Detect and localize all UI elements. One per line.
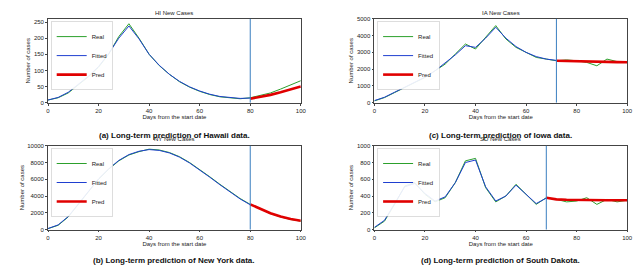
svg-text:SD New Cases: SD New Cases bbox=[480, 136, 521, 142]
svg-text:60: 60 bbox=[523, 235, 530, 241]
svg-text:2000: 2000 bbox=[31, 210, 45, 216]
svg-text:800: 800 bbox=[360, 160, 371, 166]
svg-text:60: 60 bbox=[196, 108, 203, 114]
svg-text:600: 600 bbox=[360, 176, 371, 182]
svg-text:4000: 4000 bbox=[31, 193, 45, 199]
svg-text:0: 0 bbox=[46, 235, 50, 241]
svg-text:250: 250 bbox=[34, 19, 45, 25]
svg-text:80: 80 bbox=[247, 108, 254, 114]
svg-text:80: 80 bbox=[573, 108, 580, 114]
svg-text:40: 40 bbox=[472, 235, 479, 241]
svg-text:Real: Real bbox=[418, 34, 430, 40]
svg-text:0: 0 bbox=[373, 108, 377, 114]
svg-text:1000: 1000 bbox=[357, 83, 371, 89]
svg-text:NY New Cases: NY New Cases bbox=[154, 136, 195, 142]
svg-text:400: 400 bbox=[360, 193, 371, 199]
svg-text:Real: Real bbox=[418, 161, 430, 167]
svg-text:4000: 4000 bbox=[357, 33, 371, 39]
svg-text:3000: 3000 bbox=[357, 49, 371, 55]
svg-text:Days from the start date: Days from the start date bbox=[469, 241, 534, 247]
svg-text:100: 100 bbox=[622, 108, 633, 114]
svg-text:Fitted: Fitted bbox=[92, 53, 107, 59]
svg-text:Days from the start date: Days from the start date bbox=[142, 114, 207, 120]
svg-text:8000: 8000 bbox=[31, 160, 45, 166]
svg-text:2000: 2000 bbox=[357, 66, 371, 72]
svg-text:40: 40 bbox=[146, 235, 153, 241]
svg-text:200: 200 bbox=[34, 35, 45, 41]
svg-text:20: 20 bbox=[95, 235, 102, 241]
svg-text:Pred: Pred bbox=[418, 72, 431, 78]
svg-text:5000: 5000 bbox=[357, 16, 371, 22]
svg-text:IA New Cases: IA New Cases bbox=[482, 10, 520, 16]
svg-text:60: 60 bbox=[196, 235, 203, 241]
svg-text:(d) Long-term prediction of So: (d) Long-term prediction of South Dakota… bbox=[421, 256, 580, 265]
svg-text:HI New Cases: HI New Cases bbox=[155, 10, 193, 16]
svg-text:Real: Real bbox=[92, 161, 104, 167]
svg-text:Days from the start date: Days from the start date bbox=[469, 114, 534, 120]
svg-text:Fitted: Fitted bbox=[92, 180, 107, 186]
svg-text:40: 40 bbox=[146, 108, 153, 114]
svg-text:Fitted: Fitted bbox=[418, 180, 433, 186]
svg-text:(a) Long-term prediction of Ha: (a) Long-term prediction of Hawaii data. bbox=[99, 131, 250, 140]
svg-text:Number of cases: Number of cases bbox=[19, 165, 25, 210]
svg-text:60: 60 bbox=[523, 108, 530, 114]
svg-text:100: 100 bbox=[296, 235, 307, 241]
svg-text:80: 80 bbox=[247, 235, 254, 241]
svg-text:1000: 1000 bbox=[357, 143, 371, 149]
svg-text:Days from the start date: Days from the start date bbox=[142, 241, 207, 247]
svg-text:Pred: Pred bbox=[418, 199, 431, 205]
svg-text:Number of cases: Number of cases bbox=[25, 38, 31, 83]
svg-text:0: 0 bbox=[367, 100, 371, 106]
svg-text:100: 100 bbox=[622, 235, 633, 241]
svg-text:Real: Real bbox=[92, 34, 104, 40]
svg-text:0: 0 bbox=[41, 227, 45, 233]
svg-text:0: 0 bbox=[41, 100, 45, 106]
svg-text:10000: 10000 bbox=[27, 143, 44, 149]
svg-text:0: 0 bbox=[46, 108, 50, 114]
svg-text:200: 200 bbox=[360, 210, 371, 216]
svg-text:100: 100 bbox=[296, 108, 307, 114]
svg-text:Fitted: Fitted bbox=[418, 53, 433, 59]
svg-text:Pred: Pred bbox=[92, 199, 105, 205]
svg-text:Number of cases: Number of cases bbox=[348, 165, 354, 210]
svg-text:40: 40 bbox=[472, 108, 479, 114]
svg-text:0: 0 bbox=[373, 235, 377, 241]
svg-text:6000: 6000 bbox=[31, 176, 45, 182]
svg-text:50: 50 bbox=[37, 84, 44, 90]
svg-text:100: 100 bbox=[34, 68, 45, 74]
svg-text:(b) Long-term prediction of Ne: (b) Long-term prediction of New York dat… bbox=[93, 256, 255, 265]
svg-text:(c) Long-term prediction of Io: (c) Long-term prediction of Iowa data. bbox=[429, 131, 572, 140]
svg-text:Number of cases: Number of cases bbox=[348, 38, 354, 83]
svg-text:20: 20 bbox=[422, 235, 429, 241]
svg-text:80: 80 bbox=[573, 235, 580, 241]
svg-text:Pred: Pred bbox=[92, 72, 105, 78]
svg-text:0: 0 bbox=[367, 227, 371, 233]
svg-text:20: 20 bbox=[422, 108, 429, 114]
svg-text:20: 20 bbox=[95, 108, 102, 114]
svg-text:150: 150 bbox=[34, 51, 45, 57]
